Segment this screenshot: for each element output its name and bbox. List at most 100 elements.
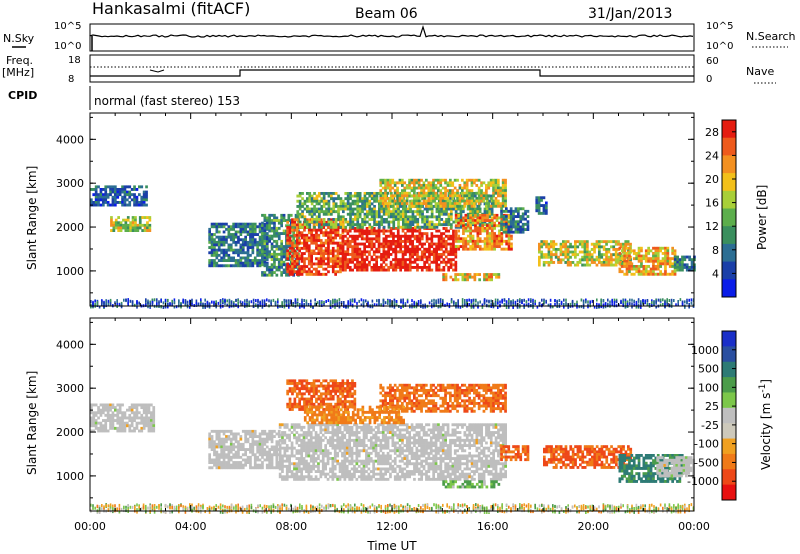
y-tick-label: 2000 bbox=[56, 221, 84, 234]
colorbar-swatch bbox=[722, 407, 736, 424]
velocity-colorbar-label: Velocity [m s-1] bbox=[758, 379, 773, 470]
power-colorbar: 4 8 12 16 20 24 28 bbox=[705, 119, 737, 298]
cpid-text: normal (fast stereo) 153 bbox=[94, 94, 240, 108]
nsky-bot-tick: 10^0 bbox=[54, 41, 81, 52]
freq-panel: Freq. [MHz] 18 8 60 0 Nave bbox=[2, 54, 776, 85]
date-title: 31/Jan/2013 bbox=[588, 6, 672, 22]
nsky-top-tick: 10^5 bbox=[54, 21, 81, 32]
freq-glitch bbox=[149, 69, 165, 73]
colorbar-swatch bbox=[722, 243, 736, 263]
colorbar-swatch bbox=[722, 484, 736, 501]
scatter-region bbox=[442, 273, 501, 282]
noise-panel: N.Sky 10^5 10^0 10^5 10^0 N.Search bbox=[3, 21, 796, 52]
x-tick-label: 16:00 bbox=[477, 520, 509, 533]
scatter-region bbox=[538, 240, 632, 267]
nsearch-bot-tick: 10^0 bbox=[706, 41, 733, 52]
y-tick-label: 3000 bbox=[56, 177, 84, 190]
colorbar-swatch bbox=[722, 155, 736, 174]
nave-label: Nave bbox=[746, 65, 774, 78]
colorbar-tick: 12 bbox=[705, 220, 719, 233]
velocity-scatter bbox=[90, 379, 695, 514]
colorbar-swatch bbox=[722, 423, 736, 440]
y-tick-label: 4000 bbox=[56, 338, 84, 351]
freq-bot-tick: 8 bbox=[68, 74, 74, 85]
colorbar-tick: -100 bbox=[694, 438, 719, 451]
nsearch-top-tick: 10^5 bbox=[706, 21, 733, 32]
colorbar-swatch bbox=[722, 331, 736, 347]
colorbar-swatch bbox=[722, 173, 736, 192]
scatter-region bbox=[500, 445, 530, 462]
cpid-strip: CPID normal (fast stereo) 153 bbox=[8, 86, 240, 110]
x-tick-label: 04:00 bbox=[175, 520, 207, 533]
scatter-region bbox=[90, 185, 148, 207]
colorbar-tick: 8 bbox=[712, 244, 719, 257]
x-tick-label: 00:00 bbox=[74, 520, 106, 533]
x-tick-label: 12:00 bbox=[376, 520, 408, 533]
power-colorbar-label: Power [dB] bbox=[755, 185, 769, 250]
scatter-region bbox=[110, 216, 152, 232]
colorbar-swatch bbox=[722, 279, 736, 298]
x-tick-label: 08:00 bbox=[275, 520, 307, 533]
y-tick-label: 3000 bbox=[56, 382, 84, 395]
velocity-ylabel: Slant Range [km] bbox=[25, 371, 39, 475]
scatter-region bbox=[341, 227, 458, 272]
colorbar-tick: 24 bbox=[705, 149, 719, 162]
colorbar-swatch bbox=[722, 438, 736, 455]
y-tick-label: 1000 bbox=[56, 470, 84, 483]
power-scatter bbox=[90, 178, 696, 309]
colorbar-tick: 100 bbox=[698, 381, 719, 394]
scatter-region bbox=[656, 456, 695, 478]
colorbar-tick: -500 bbox=[694, 456, 719, 469]
colorbar-swatch bbox=[722, 469, 736, 486]
colorbar-swatch bbox=[722, 361, 736, 378]
colorbar-swatch bbox=[722, 226, 736, 245]
colorbar-swatch bbox=[722, 453, 736, 470]
colorbar-tick: 20 bbox=[705, 173, 719, 186]
velocity-panel: 1000 2000 3000 4000 00:00 04:00 08:00 12:00 16:… bbox=[25, 317, 773, 553]
colorbar-tick: -25 bbox=[701, 419, 719, 432]
colorbar-swatch bbox=[722, 190, 736, 209]
x-tick-label: 00:00 bbox=[678, 520, 710, 533]
cpid-label: CPID bbox=[8, 89, 37, 102]
colorbar-tick: 500 bbox=[698, 363, 719, 376]
beam-title: Beam 06 bbox=[355, 6, 418, 22]
freq-label: Freq. bbox=[6, 54, 33, 67]
colorbar-tick: -1000 bbox=[687, 475, 719, 488]
colorbar-tick: 1000 bbox=[691, 344, 719, 357]
scatter-region bbox=[278, 423, 507, 481]
colorbar-swatch bbox=[722, 377, 736, 393]
station-title: Hankasalmi (fitACF) bbox=[92, 0, 250, 18]
colorbar-swatch bbox=[722, 261, 736, 280]
velocity-colorbar: 1000 500 100 25 -25 -100 -500 -1000 bbox=[687, 330, 737, 501]
scatter-region bbox=[535, 196, 548, 215]
freq-top-tick: 18 bbox=[68, 55, 81, 66]
nave-top-tick: 60 bbox=[706, 56, 719, 67]
y-tick-label: 2000 bbox=[56, 426, 84, 439]
colorbar-tick: 25 bbox=[705, 400, 719, 413]
y-tick-label: 1000 bbox=[56, 265, 84, 278]
x-tick-label: 20:00 bbox=[577, 520, 609, 533]
scatter-region bbox=[618, 246, 677, 276]
scatter-region bbox=[208, 222, 269, 268]
power-panel: 1000 2000 3000 4000 Slant Range [km] 4 8 12 16… bbox=[25, 112, 769, 309]
nave-bot-tick: 0 bbox=[706, 74, 712, 85]
colorbar-swatch bbox=[722, 137, 736, 156]
y-tick-label: 4000 bbox=[56, 133, 84, 146]
scatter-region bbox=[673, 255, 696, 272]
colorbar-swatch bbox=[722, 346, 736, 363]
scatter-region bbox=[90, 403, 156, 433]
colorbar-tick: 28 bbox=[705, 126, 719, 139]
scatter-region bbox=[442, 480, 501, 489]
scatter-region bbox=[208, 429, 281, 470]
nsky-label: N.Sky bbox=[3, 32, 35, 45]
scatter-region bbox=[379, 178, 507, 208]
nave-trace bbox=[90, 69, 694, 77]
power-ylabel: Slant Range [km] bbox=[25, 166, 39, 270]
nsearch-label: N.Search bbox=[746, 30, 796, 43]
noise-trace bbox=[89, 24, 694, 38]
colorbar-swatch bbox=[722, 120, 736, 139]
colorbar-tick: 16 bbox=[705, 197, 719, 210]
colorbar-swatch bbox=[722, 208, 736, 227]
scatter-region bbox=[500, 207, 530, 234]
